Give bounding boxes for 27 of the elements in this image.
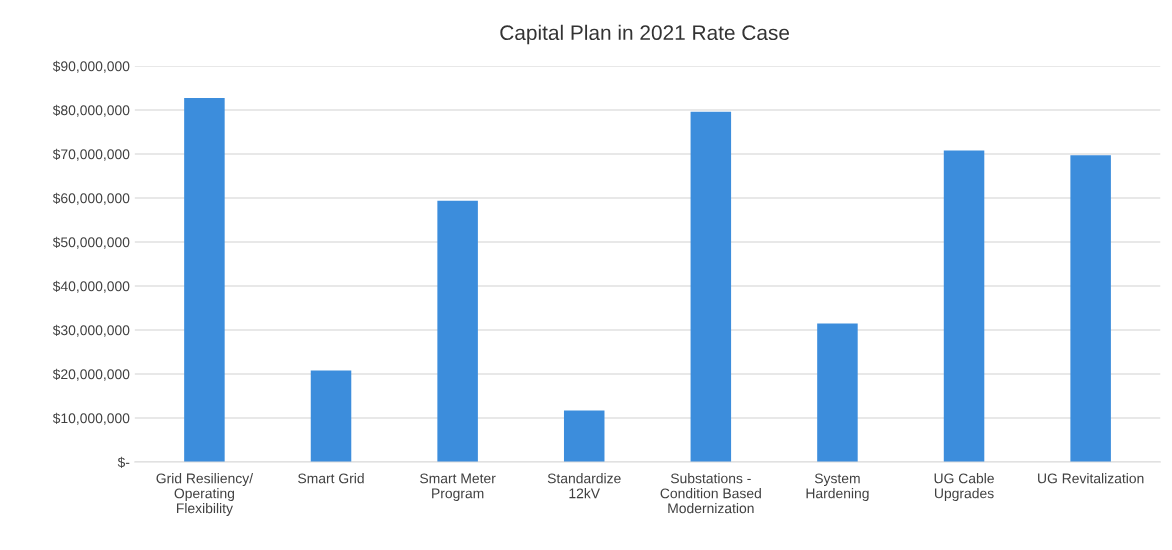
chart-title: Capital Plan in 2021 Rate Case	[500, 24, 790, 45]
x-tick-label: System Hardening	[806, 473, 869, 502]
bar	[1070, 155, 1111, 462]
bar	[817, 323, 858, 462]
x-tick-label: Smart Grid	[298, 473, 364, 484]
bar	[943, 150, 985, 462]
x-tick-label: Standardize 12kV	[547, 473, 621, 499]
x-tick-label: Smart Meter Program	[420, 473, 496, 502]
y-tick-label: $-	[117, 456, 130, 468]
y-tick-label: $30,000,000	[52, 324, 130, 337]
y-tick-label: $50,000,000	[52, 236, 130, 249]
y-tick-label: $80,000,000	[52, 104, 130, 117]
bar	[563, 410, 605, 462]
y-tick-label: $90,000,000	[52, 60, 130, 73]
y-tick-label: $60,000,000	[52, 192, 130, 205]
y-tick-label: $20,000,000	[52, 368, 130, 381]
y-tick-label: $10,000,000	[52, 412, 130, 425]
bar	[310, 370, 352, 462]
x-tick-label: Grid Resiliency/ Operating Flexibility	[156, 473, 254, 516]
y-tick-label: $70,000,000	[52, 148, 130, 161]
x-tick-label: UG Cable Upgrades	[934, 473, 994, 502]
bar	[690, 111, 732, 462]
bar	[184, 98, 225, 462]
bar	[437, 200, 478, 462]
y-tick-label: $40,000,000	[52, 280, 130, 293]
x-tick-label: Substations - Condition Based Modernization	[660, 473, 761, 514]
x-tick-label: UG Revitalization	[1038, 473, 1144, 484]
